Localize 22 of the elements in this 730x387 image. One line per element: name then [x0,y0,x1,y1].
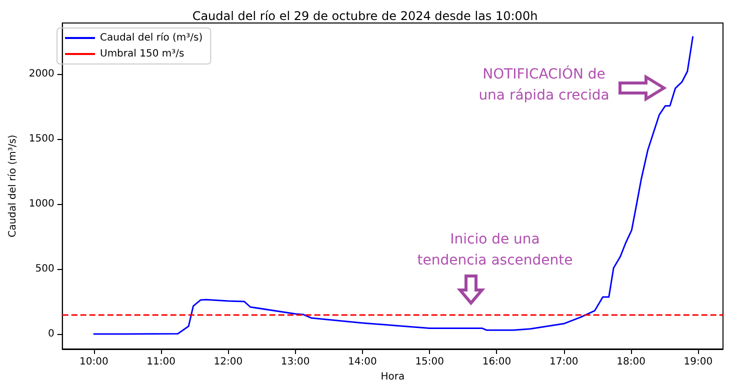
x-tick-label: 16:00 [482,356,512,368]
x-tick-label: 13:00 [280,356,310,368]
x-tick-label: 17:00 [549,356,578,368]
annotation: Inicio de una tendencia ascendente [417,232,573,268]
chart-title: Caudal del río el 29 de octubre de 2024 desde las 10:00h [192,9,538,23]
y-tick-label: 0 [48,328,54,340]
y-tick-label: 1000 [28,198,54,210]
y-tick-label: 2000 [28,68,54,80]
x-axis-title: Hora [380,371,405,382]
y-axis-title: Caudal del río (m³/s) [8,134,18,238]
x-tick-label: 14:00 [348,356,377,368]
legend-label: Umbral 150 m³/s [100,48,184,60]
y-tick-label: 500 [35,264,54,275]
x-tick-label: 12:00 [214,356,243,368]
x-tick-label: 11:00 [146,356,176,368]
x-tick-label: 10:00 [79,356,108,368]
x-tick-label: 15:00 [415,356,444,368]
x-tick-label: 18:00 [616,356,646,368]
annotation: NOTIFICACIÓN de una rápida crecida [478,66,610,104]
y-tick-label: 1500 [28,133,54,144]
legend-label: Caudal del río (m³/s) [100,32,203,44]
x-tick-label: 19:00 [684,356,713,368]
